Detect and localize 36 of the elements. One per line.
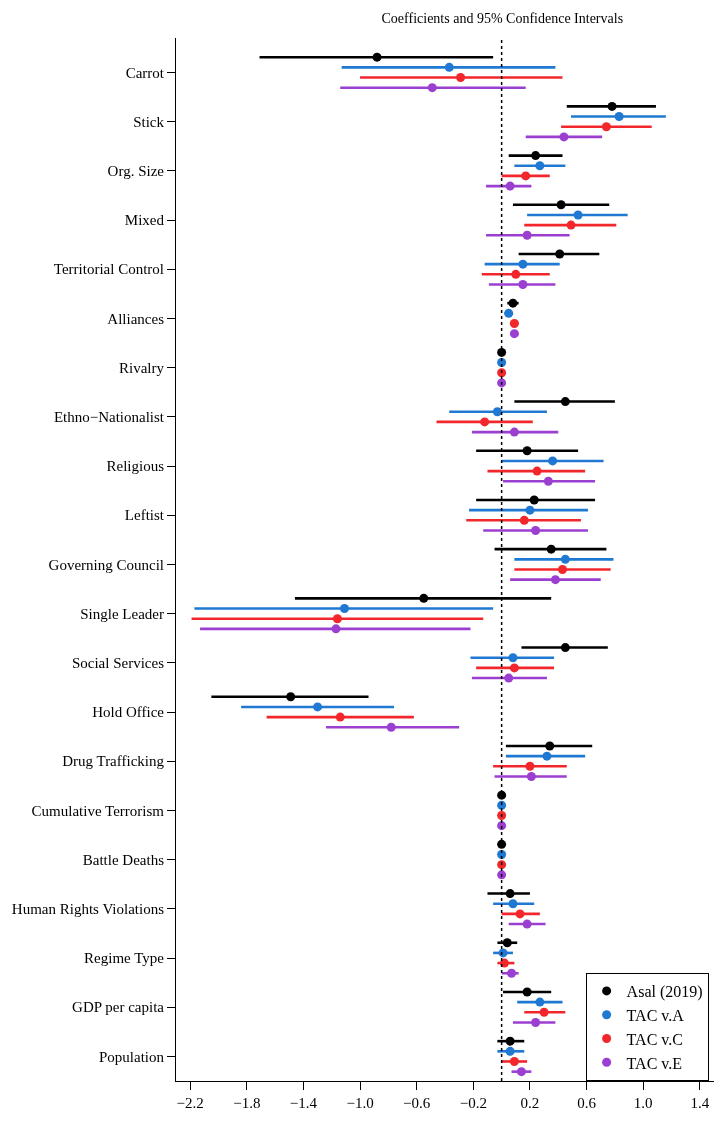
- y-tick-label: Stick: [133, 113, 165, 130]
- y-tick-label: Alliances: [107, 310, 165, 327]
- x-tick-label: 0.2: [520, 1095, 540, 1111]
- y-tick-label: GDP per capita: [72, 999, 165, 1016]
- x-tick-label: −1.8: [233, 1095, 261, 1111]
- chart-title: Coefficients and 95% Confidence Intervals: [381, 11, 624, 27]
- y-tick-label: Religious: [106, 458, 165, 475]
- y-tick-label: Org. Size: [107, 163, 165, 180]
- y-tick-label: Single Leader: [80, 605, 164, 622]
- x-tick-label: −1.0: [346, 1095, 374, 1111]
- y-tick-label: Mixed: [124, 212, 165, 229]
- y-tick-label: Territorial Control: [53, 261, 164, 278]
- y-tick-label: Carrot: [125, 64, 165, 81]
- y-tick-label: Social Services: [71, 655, 165, 672]
- y-tick-label: Ethno−Nationalist: [53, 409, 165, 426]
- y-tick-label: Hold Office: [92, 704, 165, 721]
- legend-label: TAC v.E: [626, 1054, 683, 1072]
- legend-label: TAC v.A: [626, 1006, 685, 1024]
- y-tick-label: Regime Type: [84, 950, 165, 967]
- y-tick-label: Drug Trafficking: [62, 753, 165, 770]
- y-tick-label: Governing Council: [48, 556, 164, 573]
- x-tick-label: −0.2: [459, 1095, 487, 1111]
- x-tick-label: −1.4: [289, 1095, 318, 1111]
- y-tick-label: Leftist: [124, 507, 165, 524]
- legend-label: TAC v.C: [626, 1030, 683, 1048]
- y-tick-label: Cumulative Terrorism: [31, 802, 165, 819]
- x-tick-label: −0.6: [403, 1095, 431, 1111]
- x-tick-label: 1.0: [633, 1095, 653, 1111]
- y-tick-label: Battle Deaths: [82, 851, 165, 868]
- y-tick-label: Human Rights Violations: [11, 901, 165, 918]
- x-tick-label: 1.4: [690, 1095, 710, 1111]
- x-tick-label: 0.6: [577, 1095, 597, 1111]
- legend-label: Asal (2019): [626, 983, 703, 1002]
- x-tick-label: −2.2: [176, 1095, 204, 1111]
- y-tick-label: Rivalry: [119, 359, 165, 376]
- y-tick-label: Population: [98, 1048, 165, 1065]
